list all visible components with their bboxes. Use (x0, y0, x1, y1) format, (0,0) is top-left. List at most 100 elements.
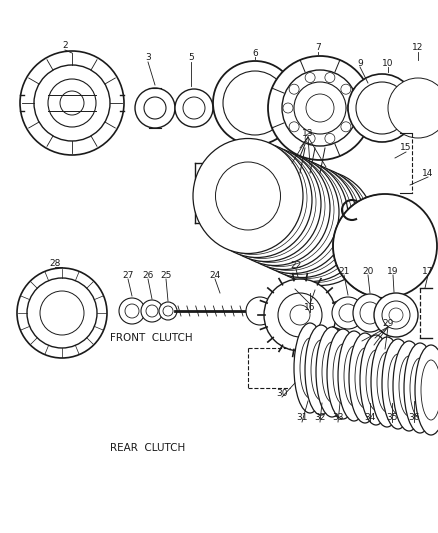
Circle shape (213, 61, 297, 145)
Circle shape (333, 194, 437, 298)
Ellipse shape (366, 350, 386, 410)
Ellipse shape (261, 182, 325, 250)
Text: FRONT  CLUTCH: FRONT CLUTCH (110, 333, 193, 343)
Circle shape (125, 304, 139, 318)
Text: 35: 35 (386, 414, 398, 423)
Ellipse shape (410, 358, 430, 418)
Text: 34: 34 (364, 414, 376, 423)
Text: 31: 31 (296, 414, 308, 423)
Ellipse shape (243, 174, 307, 242)
Ellipse shape (388, 354, 408, 414)
Circle shape (305, 133, 315, 143)
Ellipse shape (349, 333, 381, 423)
Ellipse shape (279, 190, 343, 258)
Ellipse shape (193, 139, 303, 254)
Ellipse shape (229, 155, 339, 270)
Ellipse shape (393, 341, 425, 431)
Circle shape (341, 122, 351, 132)
Text: 30: 30 (276, 389, 288, 398)
Ellipse shape (211, 147, 321, 262)
Circle shape (305, 72, 315, 83)
Text: 5: 5 (188, 53, 194, 62)
Ellipse shape (360, 302, 380, 324)
Circle shape (332, 297, 364, 329)
Text: REAR  CLUTCH: REAR CLUTCH (110, 443, 185, 453)
Ellipse shape (238, 158, 348, 273)
Ellipse shape (233, 170, 299, 238)
Circle shape (119, 298, 145, 324)
Ellipse shape (251, 178, 317, 246)
Ellipse shape (355, 348, 375, 408)
Circle shape (159, 302, 177, 320)
Text: 10: 10 (382, 59, 394, 68)
Ellipse shape (287, 194, 353, 262)
Circle shape (175, 89, 213, 127)
Circle shape (347, 103, 357, 113)
Text: 25: 25 (160, 271, 172, 279)
Ellipse shape (220, 150, 330, 265)
Circle shape (246, 297, 274, 325)
Circle shape (339, 304, 357, 322)
Circle shape (325, 72, 335, 83)
Circle shape (163, 306, 173, 316)
Text: 27: 27 (122, 271, 134, 279)
Text: 26: 26 (142, 271, 154, 279)
Ellipse shape (333, 344, 353, 404)
Circle shape (223, 71, 287, 135)
Circle shape (183, 97, 205, 119)
Ellipse shape (399, 356, 419, 416)
Ellipse shape (327, 329, 359, 419)
Ellipse shape (311, 340, 331, 400)
Ellipse shape (377, 352, 397, 412)
Ellipse shape (265, 171, 375, 286)
Circle shape (17, 268, 107, 358)
Circle shape (282, 70, 358, 146)
Circle shape (290, 305, 310, 325)
Ellipse shape (415, 345, 438, 435)
Circle shape (40, 291, 84, 335)
Circle shape (294, 82, 346, 134)
Ellipse shape (404, 343, 436, 433)
Ellipse shape (305, 325, 337, 415)
Circle shape (382, 301, 410, 329)
Ellipse shape (225, 166, 290, 234)
Ellipse shape (269, 186, 335, 254)
Ellipse shape (247, 163, 357, 278)
Ellipse shape (300, 338, 320, 398)
Ellipse shape (338, 331, 370, 421)
Ellipse shape (202, 142, 312, 257)
Text: 32: 32 (314, 414, 326, 423)
Text: 12: 12 (412, 44, 424, 52)
Ellipse shape (322, 342, 342, 402)
Text: 22: 22 (290, 261, 302, 270)
Text: 16: 16 (304, 303, 316, 312)
Ellipse shape (294, 323, 326, 413)
Text: 3: 3 (145, 53, 151, 62)
Circle shape (289, 84, 299, 94)
Circle shape (348, 74, 416, 142)
Circle shape (48, 79, 96, 127)
Circle shape (34, 65, 110, 141)
Text: 36: 36 (408, 414, 420, 423)
Circle shape (289, 122, 299, 132)
Circle shape (306, 94, 334, 122)
Circle shape (146, 305, 158, 317)
Circle shape (141, 300, 163, 322)
Ellipse shape (382, 339, 414, 429)
Circle shape (388, 78, 438, 138)
Text: 7: 7 (315, 44, 321, 52)
Text: 13: 13 (302, 128, 314, 138)
Ellipse shape (421, 360, 438, 420)
Text: 24: 24 (209, 271, 221, 279)
Circle shape (283, 103, 293, 113)
Circle shape (144, 97, 166, 119)
Text: 33: 33 (332, 414, 344, 423)
Ellipse shape (215, 162, 280, 230)
Circle shape (27, 278, 97, 348)
Text: 17: 17 (422, 266, 434, 276)
Circle shape (341, 84, 351, 94)
Text: 9: 9 (357, 59, 363, 68)
Circle shape (268, 56, 372, 160)
Text: 21: 21 (338, 266, 350, 276)
Ellipse shape (256, 166, 366, 281)
